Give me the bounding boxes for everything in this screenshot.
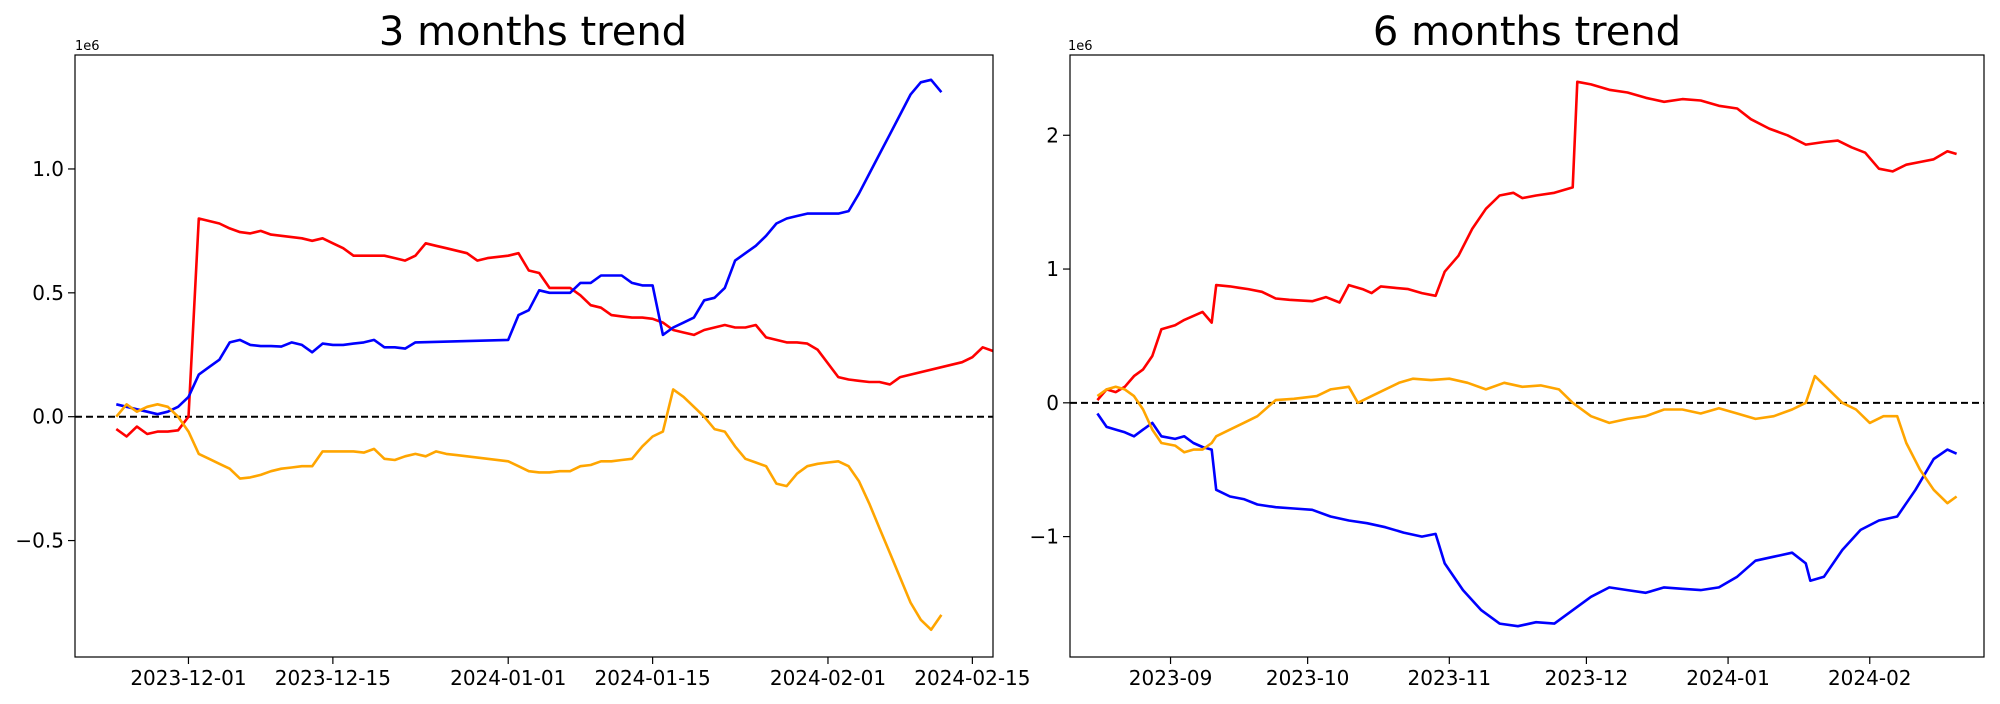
x-tick-label: 2024-02 [1828, 666, 1912, 690]
y-tick-label: 0 [1046, 391, 1059, 415]
y-tick-label: −1 [1030, 525, 1059, 549]
x-tick-label: 2024-01-01 [450, 666, 566, 690]
x-tick-label: 2024-01-15 [595, 666, 711, 690]
y-tick-label: 0.5 [32, 281, 64, 305]
y-tick-label: 2 [1046, 123, 1059, 147]
x-tick-label: 2024-02-01 [770, 666, 886, 690]
chart-6-months-trend: 6 months trend 1e6 2023-09 2023-10 2023-11… [1030, 9, 1985, 690]
y-offset-text: 1e6 [75, 39, 100, 54]
y-tick-label: 1 [1046, 257, 1059, 281]
axes-frame [1069, 54, 1985, 658]
x-tick-label: 2023-12 [1545, 666, 1629, 690]
series-line-2 [1096, 374, 1958, 505]
chart-title: 3 months trend [379, 9, 687, 55]
x-tick-label: 2023-12-01 [130, 666, 246, 690]
y-tick-label: 0.0 [32, 405, 64, 429]
series-line-0 [1096, 80, 1957, 401]
x-tick-label: 2024-02-15 [914, 666, 1030, 690]
x-tick-label: 2023-12-15 [275, 666, 391, 690]
x-tick-label: 2024-01 [1686, 666, 1770, 690]
series-line-2 [115, 388, 943, 631]
chart-3-months-trend: 3 months trend 1e6 2023-12-01 2023-12-15 2… [15, 9, 1030, 690]
series-line-0 [115, 217, 993, 438]
x-tick-label: 2023-10 [1266, 666, 1350, 690]
series-line-1 [1096, 412, 1958, 628]
y-tick-label: 1.0 [32, 157, 64, 181]
chart-title: 6 months trend [1373, 9, 1681, 55]
x-tick-label: 2023-11 [1408, 666, 1492, 690]
x-tick-label: 2023-09 [1129, 666, 1213, 690]
axes-frame [74, 54, 994, 658]
y-offset-text: 1e6 [1068, 39, 1093, 54]
series-line-1 [115, 78, 943, 416]
y-tick-label: −0.5 [15, 529, 64, 553]
